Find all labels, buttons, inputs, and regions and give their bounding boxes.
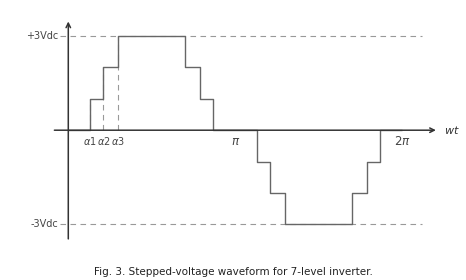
Text: -3Vdc: -3Vdc: [31, 220, 58, 229]
Text: +3Vdc: +3Vdc: [26, 31, 58, 41]
Text: $\alpha2$: $\alpha2$: [96, 135, 110, 147]
Text: $\pi$: $\pi$: [231, 135, 240, 148]
Text: $\alpha1$: $\alpha1$: [83, 135, 97, 147]
Text: $wt$: $wt$: [444, 124, 459, 136]
Text: $2\pi$: $2\pi$: [394, 135, 411, 148]
Text: Fig. 3. Stepped-voltage waveform for 7-level inverter.: Fig. 3. Stepped-voltage waveform for 7-l…: [94, 267, 372, 277]
Text: $\alpha3$: $\alpha3$: [111, 135, 125, 147]
